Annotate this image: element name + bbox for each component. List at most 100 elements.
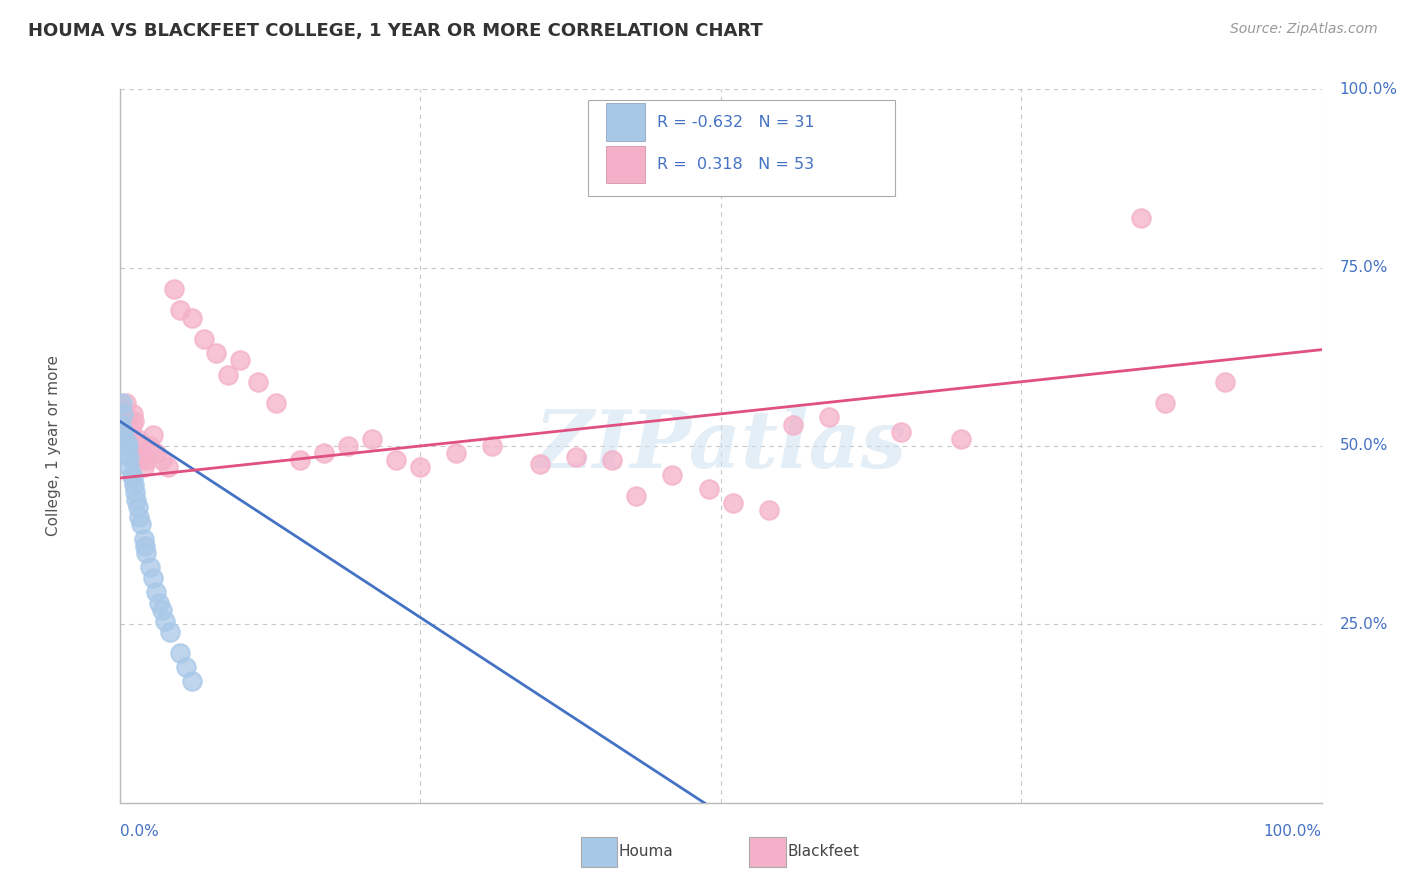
Point	[118, 450, 141, 464]
FancyBboxPatch shape	[606, 103, 645, 141]
Point	[228, 353, 252, 368]
Point	[117, 432, 139, 446]
Point	[148, 596, 170, 610]
Point	[180, 674, 202, 689]
Point	[150, 603, 173, 617]
Point	[949, 432, 972, 446]
Point	[180, 310, 202, 325]
FancyBboxPatch shape	[588, 100, 894, 196]
Point	[135, 546, 157, 560]
Point	[145, 446, 167, 460]
Point	[336, 439, 359, 453]
Point	[159, 624, 181, 639]
Point	[174, 660, 197, 674]
Point	[361, 432, 384, 446]
Point	[118, 460, 141, 475]
Point	[204, 346, 226, 360]
Point	[264, 396, 287, 410]
Point	[156, 460, 179, 475]
Point	[125, 446, 148, 460]
Point	[115, 435, 138, 450]
Point	[127, 432, 149, 446]
Point	[111, 425, 134, 439]
Point	[153, 614, 176, 628]
Point	[112, 435, 135, 450]
Point	[135, 453, 157, 467]
Point	[124, 485, 146, 500]
Point	[193, 332, 215, 346]
Point	[1215, 375, 1237, 389]
Point	[112, 425, 135, 439]
Point	[142, 428, 165, 442]
Point	[114, 446, 136, 460]
Point	[162, 282, 184, 296]
Point	[129, 450, 152, 464]
Point	[385, 453, 408, 467]
Point	[132, 532, 155, 546]
Text: 50.0%: 50.0%	[1340, 439, 1388, 453]
Point	[132, 460, 155, 475]
Text: College, 1 year or more: College, 1 year or more	[46, 356, 60, 536]
Text: Blackfeet: Blackfeet	[787, 845, 859, 859]
Point	[129, 517, 152, 532]
Point	[890, 425, 912, 439]
Text: 100.0%: 100.0%	[1340, 82, 1398, 96]
Point	[125, 492, 148, 507]
Point	[111, 396, 134, 410]
Text: ZIPatlas: ZIPatlas	[534, 408, 907, 484]
Point	[118, 425, 141, 439]
Text: R =  0.318   N = 53: R = 0.318 N = 53	[657, 157, 814, 172]
Text: 100.0%: 100.0%	[1264, 824, 1322, 839]
Point	[115, 410, 138, 425]
Point	[122, 478, 145, 492]
Point	[122, 414, 145, 428]
Point	[138, 560, 160, 574]
Point	[128, 439, 150, 453]
Point	[112, 432, 135, 446]
Text: 25.0%: 25.0%	[1340, 617, 1388, 632]
Point	[758, 503, 780, 517]
Point	[721, 496, 744, 510]
Point	[697, 482, 720, 496]
Point	[444, 446, 467, 460]
Point	[1154, 396, 1177, 410]
Point	[602, 453, 624, 467]
Text: HOUMA VS BLACKFEET COLLEGE, 1 YEAR OR MORE CORRELATION CHART: HOUMA VS BLACKFEET COLLEGE, 1 YEAR OR MO…	[28, 22, 763, 40]
Point	[565, 450, 588, 464]
Point	[117, 439, 139, 453]
Point	[121, 407, 143, 421]
Point	[217, 368, 239, 382]
FancyBboxPatch shape	[606, 146, 645, 184]
Point	[817, 410, 839, 425]
Point	[127, 500, 149, 514]
Point	[782, 417, 804, 432]
Point	[409, 460, 432, 475]
Point	[112, 407, 135, 421]
Point	[169, 646, 191, 660]
Point	[138, 439, 160, 453]
Text: 0.0%: 0.0%	[120, 824, 159, 839]
Point	[288, 453, 311, 467]
Point	[626, 489, 648, 503]
Point	[121, 467, 143, 482]
Point	[134, 539, 156, 553]
Text: R = -0.632   N = 31: R = -0.632 N = 31	[657, 114, 814, 129]
Point	[145, 585, 167, 599]
Text: Houma: Houma	[619, 845, 673, 859]
Point	[128, 510, 150, 524]
Point	[121, 471, 143, 485]
Point	[661, 467, 683, 482]
Point	[1130, 211, 1153, 225]
Text: 75.0%: 75.0%	[1340, 260, 1388, 275]
Point	[121, 417, 143, 432]
Point	[112, 403, 135, 417]
Point	[529, 457, 551, 471]
Point	[150, 453, 173, 467]
Point	[481, 439, 503, 453]
Point	[246, 375, 269, 389]
Point	[312, 446, 335, 460]
Text: Source: ZipAtlas.com: Source: ZipAtlas.com	[1230, 22, 1378, 37]
Point	[142, 571, 165, 585]
Point	[114, 396, 136, 410]
Point	[169, 303, 191, 318]
